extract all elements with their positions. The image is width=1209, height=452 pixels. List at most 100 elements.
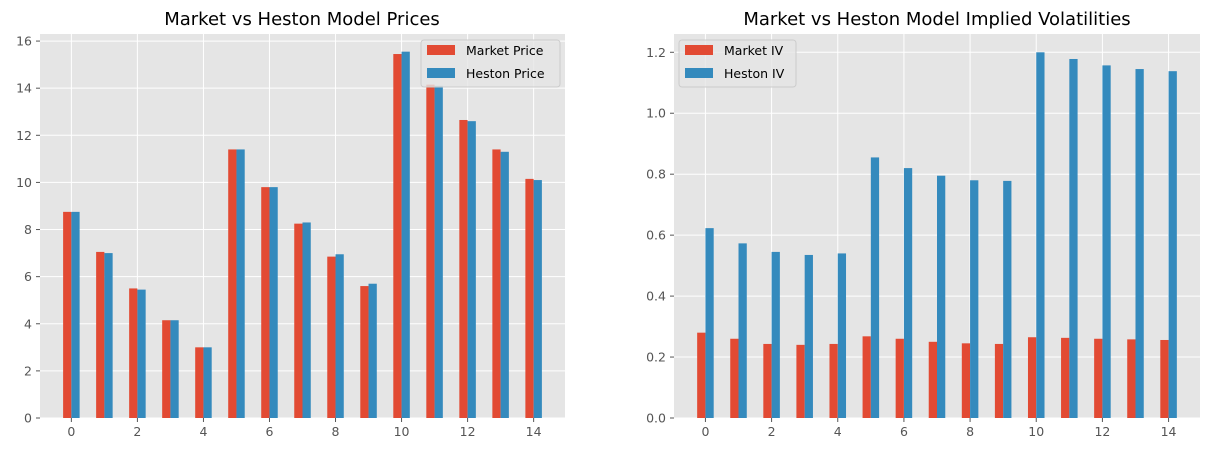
prices-bar-heston-2: [137, 289, 146, 418]
prices-y-tick-label: 6: [24, 269, 32, 284]
iv-x-ticks: 0 2 4 6 8 10 12 14: [701, 418, 1177, 439]
prices-bar-market-10: [393, 54, 402, 419]
iv-bar-heston-11: [1069, 58, 1078, 418]
prices-bar-heston-6: [269, 187, 278, 418]
iv-bar-market-5: [862, 336, 871, 418]
prices-y-ticks: 0 2 4 6 8 10 12 14 16: [16, 34, 40, 426]
prices-bar-heston-9: [368, 283, 377, 418]
iv-bar-heston-7: [937, 175, 946, 418]
iv-bar-market-2: [763, 343, 772, 418]
prices-y-tick-label: 2: [24, 363, 32, 378]
iv-x-tick-label: 8: [966, 424, 974, 439]
iv-bar-heston-9: [1003, 180, 1012, 418]
prices-bar-heston-4: [203, 347, 212, 418]
prices-bar-heston-3: [170, 320, 179, 418]
prices-bar-market-4: [195, 347, 204, 418]
prices-bar-heston-1: [104, 253, 113, 418]
iv-bar-market-4: [829, 343, 838, 418]
legend-label-market-iv: Market IV: [724, 43, 784, 58]
prices-bar-heston-8: [335, 254, 344, 418]
prices-y-tick-label: 16: [16, 34, 32, 49]
prices-bar-market-6: [261, 187, 270, 418]
iv-x-tick-label: 6: [900, 424, 908, 439]
prices-chart-title: Market vs Heston Model Prices: [164, 9, 440, 30]
prices-bar-market-9: [360, 286, 369, 418]
legend-swatch-market-iv: [685, 45, 713, 55]
prices-bar-heston-12: [467, 121, 476, 418]
prices-bar-market-2: [129, 288, 138, 418]
iv-chart-title: Market vs Heston Model Implied Volatilit…: [743, 9, 1130, 30]
iv-bar-market-1: [730, 338, 739, 418]
prices-y-tick-label: 14: [16, 81, 32, 96]
iv-bar-market-6: [895, 338, 904, 418]
iv-bar-market-3: [796, 344, 805, 418]
iv-bar-market-0: [697, 332, 706, 418]
prices-x-tick-label: 4: [199, 424, 207, 439]
prices-chart: 0 2 4 6 8 10 12 14 0 2 4 6 8 10 12 14 16 Market vs Hest…: [16, 9, 565, 439]
prices-bar-market-8: [327, 256, 336, 418]
prices-y-tick-label: 8: [24, 222, 32, 237]
iv-bar-heston-12: [1102, 65, 1111, 418]
prices-bar-market-14: [525, 178, 534, 418]
iv-y-tick-label: 0.8: [646, 167, 666, 182]
legend-swatch-heston-price: [427, 68, 455, 78]
prices-x-tick-label: 10: [394, 424, 410, 439]
iv-x-tick-label: 12: [1094, 424, 1110, 439]
prices-bar-heston-10: [401, 51, 410, 419]
iv-bar-market-8: [961, 343, 971, 418]
iv-legend: Market IV Heston IV: [678, 39, 797, 88]
prices-bar-market-13: [492, 149, 501, 418]
iv-bar-market-7: [928, 341, 937, 418]
prices-bar-market-3: [162, 320, 171, 418]
legend-label-market-price: Market Price: [466, 43, 544, 58]
legend-swatch-market-price: [427, 45, 455, 55]
iv-bars: [697, 52, 1177, 419]
iv-x-tick-label: 0: [701, 424, 709, 439]
prices-y-tick-label: 4: [24, 316, 32, 331]
prices-bar-heston-5: [236, 149, 245, 418]
iv-bar-heston-0: [705, 228, 714, 418]
prices-x-tick-label: 14: [526, 424, 542, 439]
iv-y-tick-label: 0.6: [646, 228, 666, 243]
iv-y-tick-label: 0.4: [646, 289, 666, 304]
iv-y-tick-label: 1.2: [646, 45, 666, 60]
prices-bar-market-7: [294, 223, 303, 418]
iv-bar-market-12: [1094, 338, 1103, 418]
iv-x-tick-label: 4: [834, 424, 842, 439]
iv-y-ticks: 0.0 0.2 0.4 0.6 0.8 1.0 1.2: [646, 45, 674, 426]
prices-legend: Market Price Heston Price: [420, 39, 561, 88]
prices-bar-heston-11: [434, 85, 443, 419]
iv-bar-market-13: [1127, 339, 1136, 418]
prices-x-tick-label: 8: [332, 424, 340, 439]
iv-bar-heston-5: [870, 157, 880, 418]
prices-bar-heston-7: [302, 222, 311, 418]
iv-bar-market-11: [1061, 337, 1070, 418]
iv-y-tick-label: 1.0: [646, 106, 666, 121]
iv-bar-heston-4: [837, 253, 847, 418]
prices-bar-heston-13: [500, 151, 509, 418]
prices-bar-heston-0: [71, 211, 80, 418]
prices-legend-frame: [420, 39, 561, 88]
iv-x-tick-label: 10: [1028, 424, 1044, 439]
iv-bar-market-10: [1027, 337, 1037, 418]
prices-bars: [63, 51, 542, 419]
prices-y-tick-label: 0: [24, 411, 32, 426]
legend-label-heston-price: Heston Price: [466, 66, 545, 81]
legend-label-heston-iv: Heston IV: [724, 66, 785, 81]
prices-y-tick-label: 12: [16, 128, 32, 143]
iv-x-tick-label: 14: [1161, 424, 1177, 439]
iv-bar-heston-3: [804, 254, 813, 418]
prices-y-tick-label: 10: [16, 175, 32, 190]
iv-y-tick-label: 0.2: [646, 350, 666, 365]
iv-bar-heston-13: [1135, 69, 1144, 419]
prices-x-ticks: 0 2 4 6 8 10 12 14: [67, 418, 542, 439]
prices-bar-market-0: [63, 211, 72, 418]
iv-bar-heston-10: [1036, 52, 1045, 419]
iv-bar-market-9: [994, 343, 1004, 418]
iv-bar-heston-14: [1168, 71, 1177, 418]
legend-swatch-heston-iv: [685, 68, 713, 78]
iv-bar-market-14: [1160, 339, 1169, 418]
iv-bar-heston-6: [903, 168, 913, 418]
iv-bar-heston-8: [970, 180, 979, 418]
